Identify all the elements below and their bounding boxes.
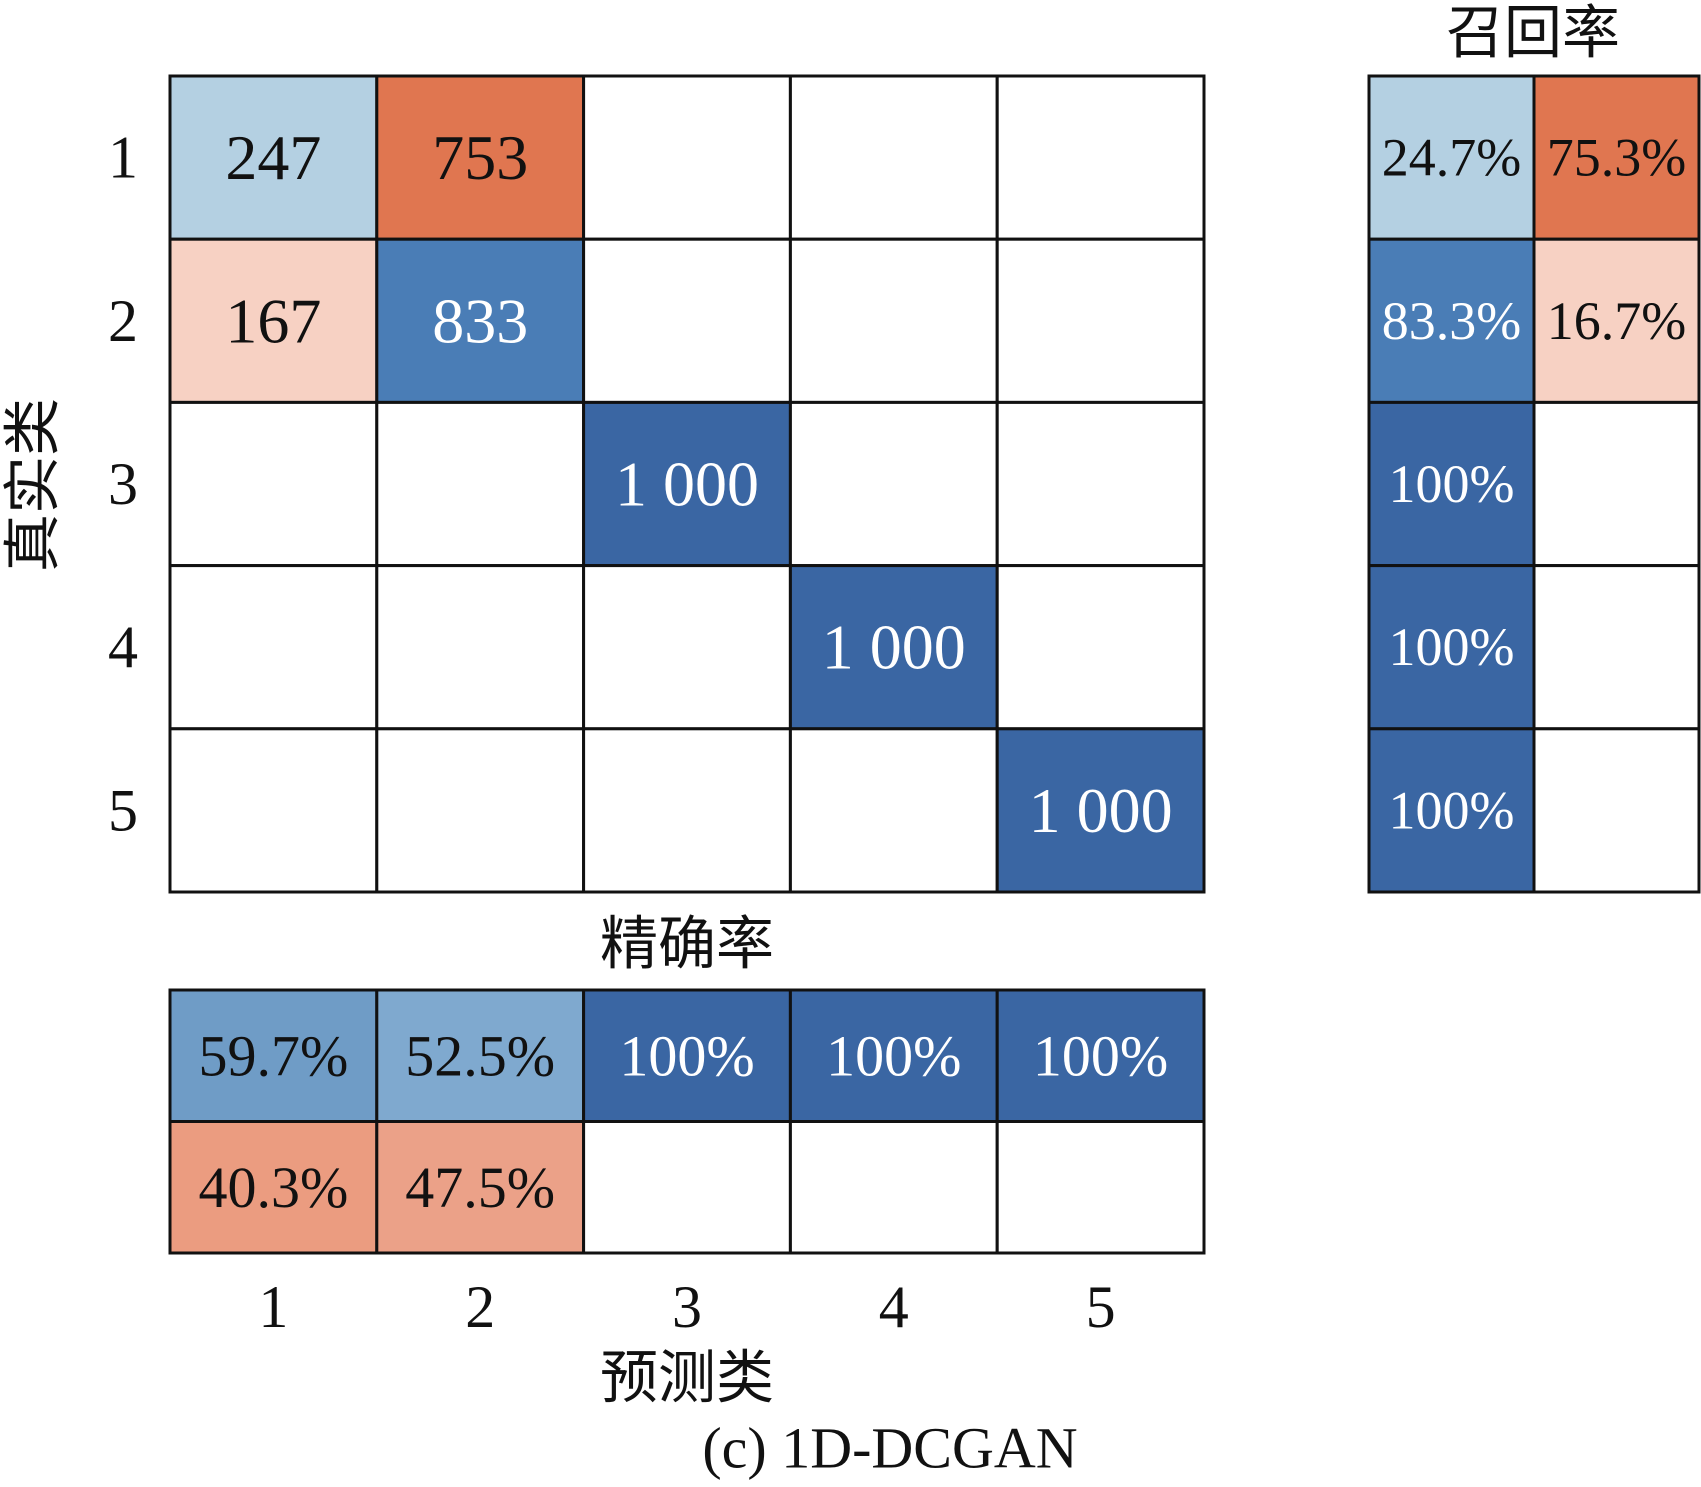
cell-label: 753 [432,122,528,193]
y-tick-label: 4 [108,614,138,680]
y-tick-label: 2 [108,288,138,354]
y-axis-label: 真实类 [1,398,66,572]
cell [1367,727,1536,894]
cell [168,564,379,731]
cell-label: 833 [432,285,528,356]
cell-label: 1 000 [822,612,966,683]
cell [788,1120,999,1255]
cell-label: 24.7% [1382,128,1521,188]
cell [995,1120,1206,1255]
cell-label: 59.7% [198,1023,348,1088]
precision-title: 精确率 [600,912,774,977]
cell [375,564,586,731]
x-tick-label: 1 [258,1274,288,1340]
cell [788,400,999,568]
cell [582,74,792,241]
cell [995,727,1206,894]
cell-label: 247 [225,122,321,193]
cell [582,988,792,1123]
cell-label: 1 000 [1029,775,1173,846]
cell-label: 100% [1389,454,1515,514]
cell [995,988,1206,1123]
cell [995,74,1206,241]
cell [788,564,999,731]
cell [582,564,792,731]
cell [168,727,379,894]
cell [582,1120,792,1255]
cell [582,237,792,404]
cell [1532,564,1701,731]
cell [168,1120,379,1255]
recall-title: 召回率 [1446,1,1620,66]
y-tick-label: 5 [108,777,138,843]
cell [375,988,586,1123]
cell-label: 83.3% [1382,291,1521,351]
cell [375,74,586,241]
cell [582,727,792,894]
cell [375,400,586,568]
cell [1367,237,1536,404]
y-tick-label: 3 [108,451,138,517]
cell [788,74,999,241]
cell-label: 16.7% [1547,291,1686,351]
x-tick-label: 5 [1086,1274,1116,1340]
caption: (c) 1D-DCGAN [702,1416,1077,1481]
x-tick-label: 3 [672,1274,702,1340]
cell [995,400,1206,568]
cell [168,400,379,568]
cell-label: 100% [619,1023,754,1088]
y-tick-label: 1 [108,125,138,191]
cell [788,988,999,1123]
cell [1532,727,1701,894]
cell [788,237,999,404]
cell-label: 100% [1389,780,1515,840]
cell-label: 75.3% [1547,128,1686,188]
cell [995,237,1206,404]
cell [1532,237,1701,404]
x-tick-label: 4 [879,1274,909,1340]
cell-label: 100% [1033,1023,1168,1088]
cell [1367,400,1536,568]
cell-label: 167 [225,285,321,356]
cell [375,1120,586,1255]
x-tick-label: 2 [465,1274,495,1340]
cell-label: 100% [826,1023,961,1088]
cell [375,727,586,894]
cell [788,727,999,894]
cell-label: 100% [1389,617,1515,677]
cell-label: 1 000 [615,449,759,520]
cell [1532,400,1701,568]
cell [168,237,379,404]
cell-label: 47.5% [405,1155,555,1220]
cell [168,74,379,241]
cell-label: 40.3% [198,1155,348,1220]
x-axis-label: 预测类 [600,1346,774,1411]
cell [995,564,1206,731]
cell [1367,74,1536,241]
cell-label: 52.5% [405,1023,555,1088]
